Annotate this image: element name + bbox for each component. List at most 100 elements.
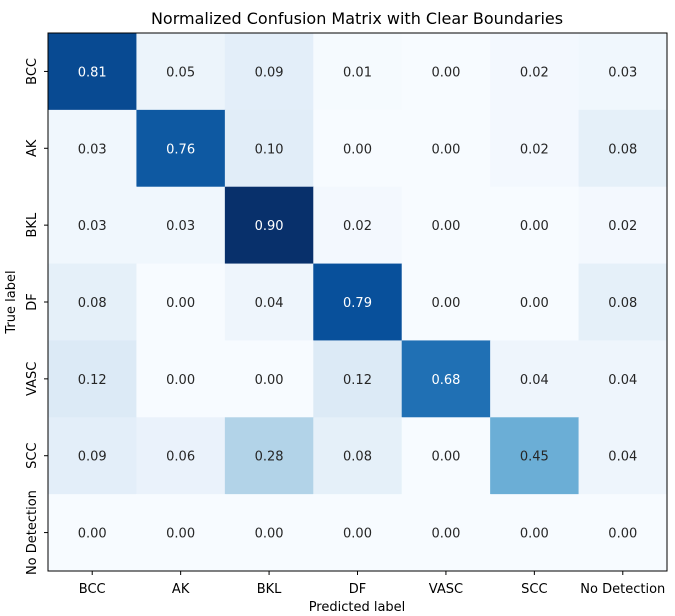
- cell-value-label: 0.00: [431, 142, 460, 157]
- heatmap-cell: [313, 33, 403, 111]
- heatmap-cell: [224, 417, 314, 495]
- heatmap-cell: [136, 263, 226, 341]
- heatmap-cell: [48, 417, 137, 495]
- heatmap-cell: [578, 340, 668, 418]
- x-tick-label: SCC: [521, 582, 547, 597]
- cell-value-label: 0.02: [608, 219, 637, 234]
- cell-value-label: 0.81: [78, 65, 107, 80]
- cell-value-label: 0.02: [343, 219, 372, 234]
- heatmap-cell: [490, 109, 580, 188]
- heatmap-cell: [490, 494, 580, 572]
- cell-value-label: 0.00: [166, 373, 195, 388]
- heatmap-cell: [401, 33, 491, 111]
- cell-value-label: 0.90: [255, 219, 284, 234]
- heatmap-cell: [48, 186, 137, 265]
- y-tick-label: AK: [25, 139, 40, 157]
- cell-value-label: 0.00: [431, 219, 460, 234]
- y-tick-label: VASC: [25, 362, 40, 396]
- cell-value-label: 0.00: [166, 296, 195, 311]
- heatmap-cell: [313, 340, 403, 418]
- chart-title: Normalized Confusion Matrix with Clear B…: [151, 9, 563, 28]
- cell-value-label: 0.08: [608, 296, 637, 311]
- y-tick-label: No Detection: [25, 490, 40, 575]
- cell-value-label: 0.00: [431, 450, 460, 465]
- cell-value-label: 0.00: [78, 527, 107, 542]
- heatmap-cell: [401, 109, 491, 188]
- cell-value-label: 0.03: [608, 65, 637, 80]
- cell-value-label: 0.04: [608, 450, 637, 465]
- cell-value-label: 0.03: [78, 142, 107, 157]
- cell-value-label: 0.00: [431, 527, 460, 542]
- cell-value-label: 0.00: [520, 219, 549, 234]
- heatmap-cell: [578, 417, 668, 495]
- heatmap-cells: 0.81 0.05 0.09 0.01 0.00 0.02 0.03 0.03 0.76 0.10…: [48, 33, 668, 572]
- heatmap-cell: [136, 494, 226, 572]
- cell-value-label: 0.02: [520, 65, 549, 80]
- y-axis: BCC AK BKL DF VASC SCC No Detection: [25, 58, 48, 575]
- heatmap-cell: [313, 109, 403, 188]
- cell-value-label: 0.03: [166, 219, 195, 234]
- cell-value-label: 0.00: [520, 527, 549, 542]
- cell-value-label: 0.10: [255, 142, 284, 157]
- heatmap-cell: [401, 340, 491, 418]
- y-axis-label: True label: [4, 270, 19, 334]
- heatmap-cell: [578, 109, 668, 188]
- heatmap-cell: [224, 340, 314, 418]
- heatmap-cell: [136, 340, 226, 418]
- heatmap-cell: [224, 33, 314, 111]
- plot-frame: [47, 32, 668, 572]
- cell-value-label: 0.04: [608, 373, 637, 388]
- cell-value-label: 0.00: [343, 527, 372, 542]
- y-tick-label: DF: [25, 293, 40, 311]
- cell-value-label: 0.79: [343, 296, 372, 311]
- x-tick-label: VASC: [429, 582, 463, 597]
- heatmap-cell: [401, 494, 491, 572]
- cell-value-label: 0.00: [255, 373, 284, 388]
- cell-value-label: 0.00: [520, 296, 549, 311]
- heatmap-cell: [578, 494, 668, 572]
- y-tick-label: BCC: [25, 58, 40, 85]
- heatmap-cell: [401, 186, 491, 265]
- heatmap-cell: [224, 263, 314, 341]
- cell-value-label: 0.00: [343, 142, 372, 157]
- heatmap-cell: [136, 186, 226, 265]
- cell-value-label: 0.09: [255, 65, 284, 80]
- cell-value-label: 0.12: [343, 373, 372, 388]
- heatmap-cell: [313, 494, 403, 572]
- cell-value-label: 0.05: [166, 65, 195, 80]
- heatmap-cell: [578, 33, 668, 111]
- cell-value-label: 0.00: [166, 527, 195, 542]
- cell-value-label: 0.03: [78, 219, 107, 234]
- cell-value-label: 0.04: [520, 373, 549, 388]
- cell-value-label: 0.00: [431, 296, 460, 311]
- heatmap-cell: [490, 186, 580, 265]
- heatmap-cell: [48, 340, 137, 418]
- cell-value-label: 0.09: [78, 450, 107, 465]
- cell-value-label: 0.08: [343, 450, 372, 465]
- heatmap-cell: [313, 417, 403, 495]
- x-axis-label: Predicted label: [309, 600, 406, 615]
- x-tick-label: AK: [172, 582, 190, 597]
- heatmap-cell: [48, 263, 137, 341]
- x-tick-label: BCC: [79, 582, 106, 597]
- cell-value-label: 0.76: [166, 142, 195, 157]
- heatmap-cell: [136, 417, 226, 495]
- cell-value-label: 0.04: [255, 296, 284, 311]
- y-tick-label: SCC: [25, 443, 40, 469]
- y-tick-label: BKL: [25, 212, 40, 237]
- x-tick-label: No Detection: [580, 582, 665, 597]
- heatmap-cell: [490, 33, 580, 111]
- heatmap-cell: [224, 186, 314, 265]
- heatmap-cell: [578, 263, 668, 341]
- heatmap-cell: [490, 263, 580, 341]
- heatmap-cell: [48, 494, 137, 572]
- cell-value-label: 0.00: [431, 65, 460, 80]
- heatmap-cell: [48, 109, 137, 188]
- cell-value-label: 0.06: [166, 450, 195, 465]
- cell-value-label: 0.00: [608, 527, 637, 542]
- x-axis: BCC AK BKL DF VASC SCC No Detection: [79, 571, 665, 597]
- heatmap-cell: [401, 417, 491, 495]
- cell-value-label: 0.00: [255, 527, 284, 542]
- heatmap-cell: [224, 109, 314, 188]
